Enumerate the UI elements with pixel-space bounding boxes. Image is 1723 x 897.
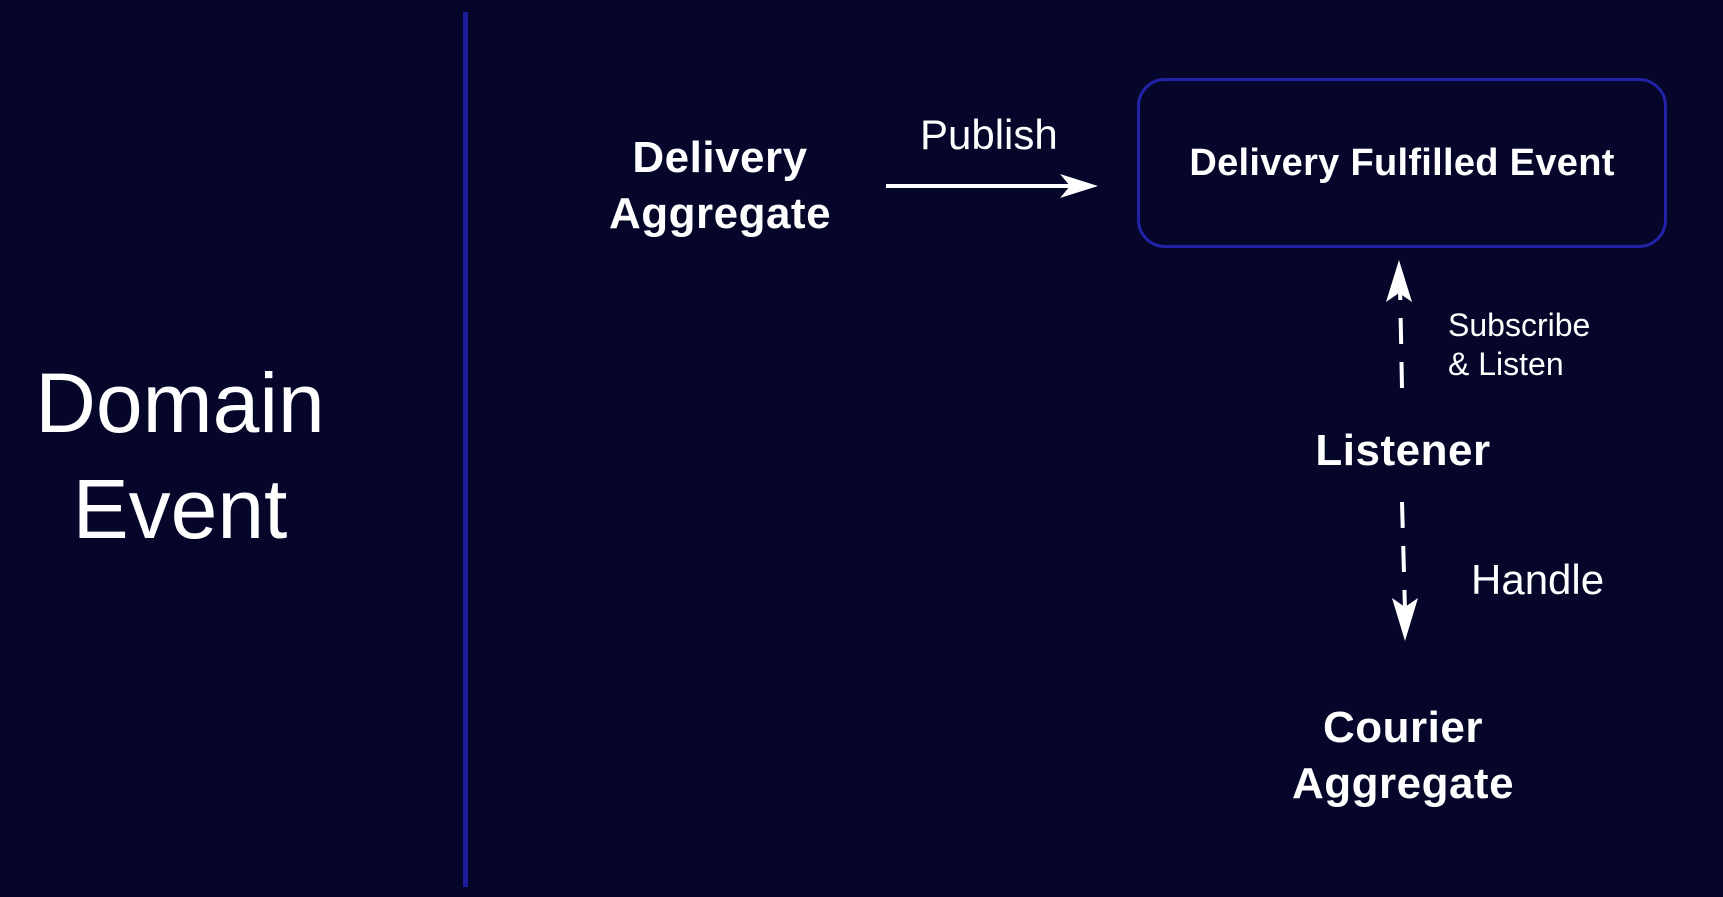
publish-label: Publish: [920, 111, 1058, 158]
delivery-aggregate-node: Delivery Aggregate: [580, 130, 860, 242]
subscribe-label-line2: & Listen: [1448, 346, 1564, 382]
handle-arrow: [1392, 501, 1418, 641]
courier-aggregate-node: Courier Aggregate: [1253, 700, 1553, 812]
listener-node: Listener: [1315, 426, 1491, 475]
handle-label: Handle: [1471, 556, 1605, 603]
event-box-label: Delivery Fulfilled Event: [1189, 141, 1615, 184]
vertical-divider: [463, 12, 468, 887]
slide-title: Domain Event: [0, 350, 360, 562]
publish-arrow: [886, 174, 1098, 198]
subscribe-listen-label: Subscribe & Listen: [1448, 306, 1590, 384]
courier-aggregate-line1: Courier: [1323, 703, 1483, 752]
delivery-aggregate-line1: Delivery: [632, 133, 808, 182]
courier-aggregate-line2: Aggregate: [1291, 759, 1515, 808]
subscribe-arrow: [1386, 260, 1412, 389]
delivery-fulfilled-event-box: Delivery Fulfilled Event: [1137, 78, 1667, 248]
slide-title-line1: Domain: [35, 356, 325, 450]
delivery-aggregate-line2: Aggregate: [608, 189, 832, 238]
subscribe-label-line1: Subscribe: [1448, 307, 1591, 343]
slide-title-line2: Event: [72, 462, 288, 556]
